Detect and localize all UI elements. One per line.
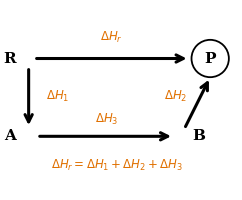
Text: A: A: [4, 129, 16, 143]
Text: $\Delta H_r = \Delta H_1 + \Delta H_2 + \Delta H_3$: $\Delta H_r = \Delta H_1 + \Delta H_2 + …: [51, 158, 183, 173]
Text: $\Delta H_1$: $\Delta H_1$: [46, 89, 70, 104]
Text: P: P: [204, 52, 216, 66]
Text: B: B: [193, 129, 205, 143]
Text: $\Delta H_3$: $\Delta H_3$: [95, 112, 118, 127]
Text: $\Delta H_2$: $\Delta H_2$: [164, 89, 187, 104]
Text: $\Delta H_r$: $\Delta H_r$: [100, 30, 123, 45]
Text: R: R: [4, 52, 16, 66]
